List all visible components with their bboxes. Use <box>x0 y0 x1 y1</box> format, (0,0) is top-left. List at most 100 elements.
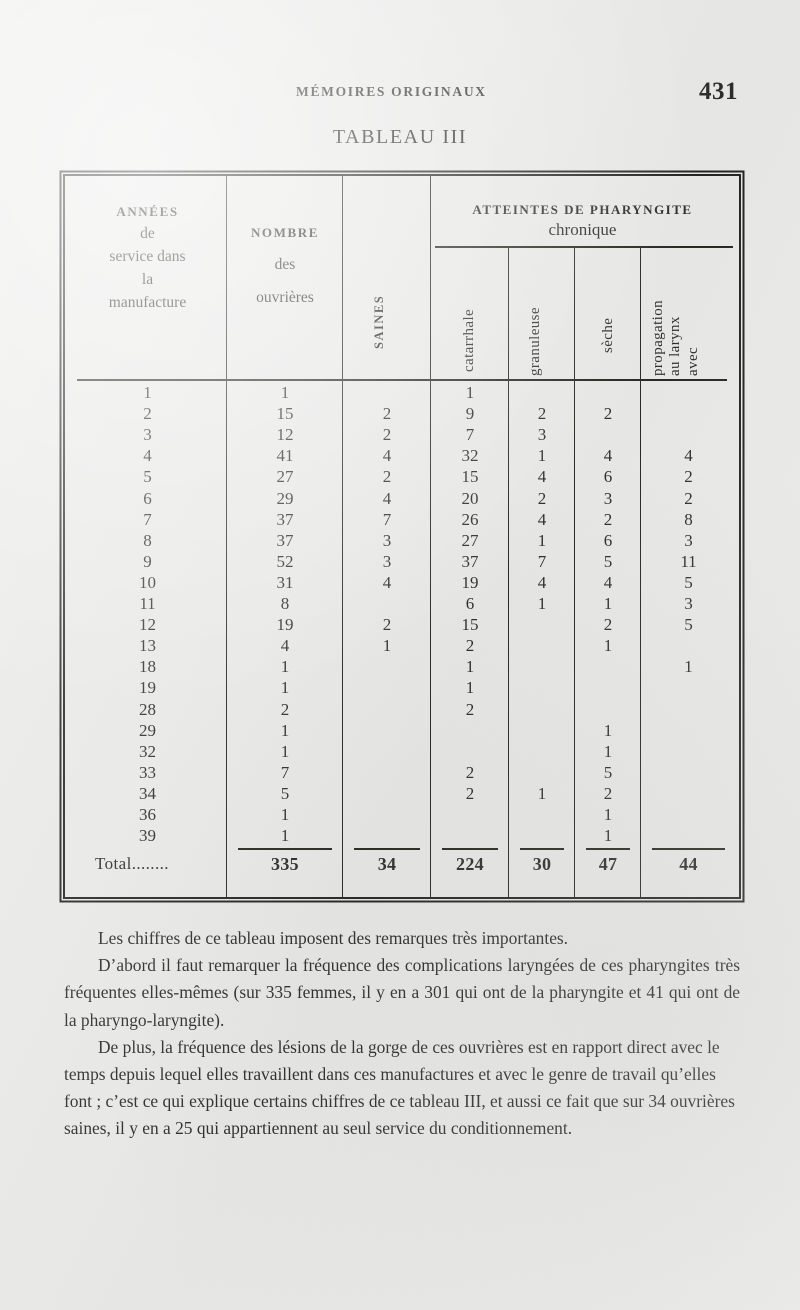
cell-nombre: 15 <box>276 404 294 424</box>
cell-seche: 2 <box>603 509 613 529</box>
table-row: 28 2 2 <box>65 699 739 720</box>
cell-saines: 4 <box>382 572 392 592</box>
table-row: 19 1 1 <box>65 677 739 698</box>
total-rule <box>586 848 630 850</box>
cell-granuleuse: 1 <box>537 594 547 613</box>
cell-granuleuse: 4 <box>537 509 547 529</box>
cell-years: 6 <box>143 488 152 508</box>
cell-nombre: 41 <box>276 446 294 466</box>
cell-granuleuse <box>510 635 574 656</box>
cell-seche: 6 <box>603 530 613 550</box>
cell-granuleuse <box>510 382 574 403</box>
cell-years: 5 <box>143 467 152 487</box>
cell-larynx <box>642 635 735 656</box>
cell-saines <box>344 741 430 762</box>
cell-seche <box>576 382 640 403</box>
cell-nombre: 1 <box>280 741 290 761</box>
cell-saines: 4 <box>382 446 392 466</box>
group-header-subtitle: chronique <box>548 220 617 239</box>
cell-saines: 2 <box>382 467 392 487</box>
cell-seche: 1 <box>603 741 613 761</box>
header-granular-col: granuleuse <box>527 307 543 376</box>
header-larynx-line2: propagation <box>650 299 666 376</box>
cell-saines: 2 <box>382 425 392 445</box>
cell-catarrhale <box>432 825 508 846</box>
cell-catarrhale: 19 <box>461 572 479 592</box>
cell-nombre: 19 <box>276 615 294 635</box>
cell-years: 3 <box>143 425 152 445</box>
table-grid: ATTEINTES DE PHARYNGITE chronique ANNÉES… <box>65 176 739 897</box>
header-larynx-line3: au larynx <box>667 316 684 376</box>
cell-saines: 3 <box>382 551 392 571</box>
header-years-line4: la <box>141 271 154 288</box>
cell-larynx <box>642 783 735 804</box>
cell-saines <box>344 677 430 698</box>
cell-granuleuse <box>510 677 574 698</box>
cell-catarrhale: 2 <box>465 699 475 719</box>
cell-nombre: 37 <box>276 530 294 550</box>
total-rule <box>238 848 332 850</box>
total-rule <box>520 848 564 850</box>
total-larynx: 44 <box>679 854 698 874</box>
cell-saines: 2 <box>382 404 392 424</box>
cell-nombre: 7 <box>280 762 290 782</box>
cell-larynx: 2 <box>684 488 693 508</box>
cell-granuleuse: 3 <box>537 425 547 445</box>
cell-years: 36 <box>139 805 156 824</box>
cell-years: 10 <box>139 572 156 592</box>
cell-seche: 4 <box>603 572 613 592</box>
table-row: 12 19 2 15 2 5 <box>65 614 739 635</box>
cell-granuleuse <box>510 825 574 846</box>
total-saines: 34 <box>377 854 397 874</box>
cell-years: 8 <box>143 530 152 550</box>
cell-saines: 7 <box>382 509 392 529</box>
cell-years: 12 <box>139 615 156 635</box>
cell-granuleuse: 2 <box>537 488 547 508</box>
total-label: Total........ <box>95 854 169 873</box>
paragraph-3: De plus, la fréquence des lésions de la … <box>64 1036 735 1139</box>
cell-larynx <box>642 424 735 445</box>
cell-saines: 4 <box>382 488 392 508</box>
cell-years: 39 <box>139 826 156 846</box>
header-bottom-rule <box>77 379 727 381</box>
cell-saines <box>344 825 430 846</box>
cell-granuleuse <box>510 720 574 741</box>
group-header-rule <box>435 246 733 248</box>
header-dry-col: sèche <box>600 317 616 353</box>
cell-catarrhale: 2 <box>465 783 475 803</box>
table-row: 13 4 1 2 1 <box>65 635 739 656</box>
cell-nombre: 1 <box>280 678 290 698</box>
cell-granuleuse <box>510 699 574 720</box>
table-row: 18 1 1 1 <box>65 656 739 677</box>
cell-granuleuse: 1 <box>537 446 547 466</box>
total-rule <box>354 848 420 850</box>
paragraph-1: Les chiffres de ce tableau imposent des … <box>98 928 569 948</box>
cell-nombre: 52 <box>276 551 294 571</box>
running-head: MÉMOIRES ORIGINAUX 431 <box>62 78 738 106</box>
cell-nombre: 8 <box>280 594 290 613</box>
cell-nombre: 1 <box>280 720 290 740</box>
cell-seche: 3 <box>603 488 613 508</box>
total-nombre: 335 <box>271 854 299 874</box>
cell-larynx: 8 <box>684 509 693 529</box>
cell-years: 4 <box>143 446 152 466</box>
table-row: 9 52 3 37 7 5 11 <box>65 551 739 572</box>
table-row: 36 1 1 <box>65 804 739 825</box>
cell-larynx <box>642 677 735 698</box>
table-row: 5 27 2 15 4 6 2 <box>65 466 739 487</box>
cell-granuleuse: 1 <box>537 530 547 550</box>
header-count-line2: des <box>274 255 296 273</box>
cell-seche <box>576 424 640 445</box>
cell-larynx: 5 <box>684 615 693 635</box>
cell-granuleuse: 2 <box>537 404 547 424</box>
header-healthy-col: SAINES <box>372 294 386 349</box>
cell-seche: 2 <box>603 615 613 635</box>
table-row: 33 7 2 5 <box>65 762 739 783</box>
cell-nombre: 31 <box>276 572 294 592</box>
cell-catarrhale: 26 <box>461 509 479 529</box>
cell-granuleuse <box>510 614 574 635</box>
cell-seche: 1 <box>603 805 613 824</box>
cell-larynx <box>642 804 735 825</box>
paragraph-2: D’abord il faut remarquer la fréquence d… <box>64 955 740 1030</box>
cell-catarrhale: 1 <box>465 657 475 677</box>
